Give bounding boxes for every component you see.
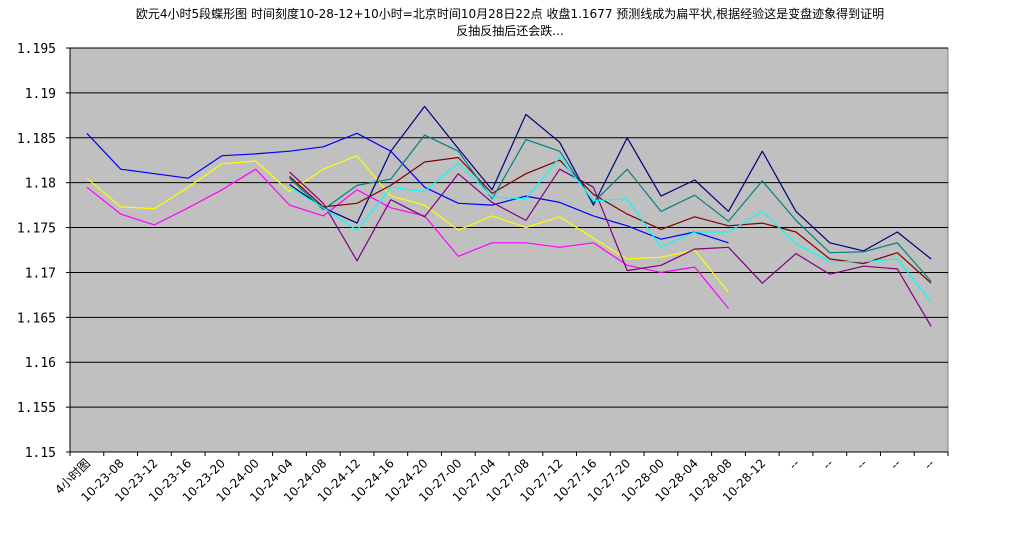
chart-title-line2: 反抽反抽后还会跌... (456, 24, 564, 38)
plot-area (69, 47, 949, 453)
x-tick-label: -- (921, 456, 937, 472)
x-tick-label: -- (820, 456, 836, 472)
x-tick-label: -- (854, 456, 870, 472)
series-line-1 (86, 132, 729, 244)
y-tick-label: 1.195 (17, 42, 56, 57)
y-tick-label: 1.15 (25, 446, 56, 461)
y-tick-label: 1.155 (17, 401, 56, 416)
series-line-5 (289, 156, 932, 284)
y-tick-label: 1.175 (17, 222, 56, 237)
y-tick-label: 1.16 (25, 356, 56, 371)
series-line-3 (86, 168, 729, 309)
chart-title-line1: 欧元4小时5段蝶形图 时间刻度10-28-12+10小时=北京时间10月28日2… (135, 7, 885, 21)
y-tick-label: 1.17 (25, 266, 56, 281)
y-tick-label: 1.18 (25, 177, 56, 192)
y-tick-label: 1.185 (17, 132, 56, 147)
y-tick-label: 1.19 (25, 87, 56, 102)
y-tick-label: 1.165 (17, 311, 56, 326)
x-tick-label: -- (887, 456, 903, 472)
series-line-8 (289, 156, 932, 303)
x-tick-label: -- (786, 456, 802, 472)
series-line-7 (289, 168, 932, 327)
series-line-4 (289, 105, 932, 260)
series-line-6 (289, 134, 932, 282)
